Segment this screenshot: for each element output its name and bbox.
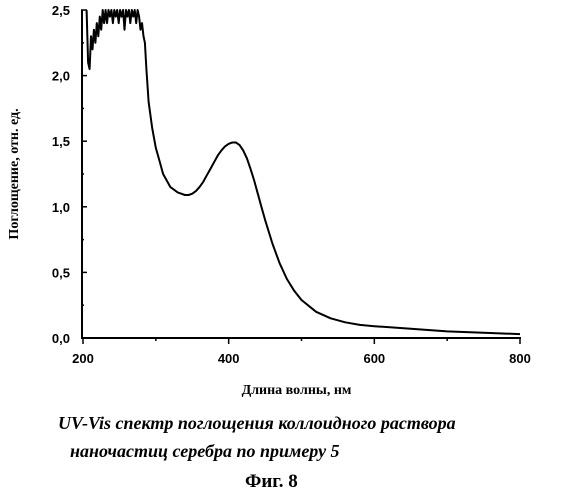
x-tick-label: 800 <box>509 351 531 366</box>
y-tick-label: 1,5 <box>52 134 70 149</box>
series-line <box>87 10 520 334</box>
y-tick-label: 0,0 <box>52 331 70 346</box>
caption-line-1: UV-Vis спектр поглощения коллоидного рас… <box>58 413 456 434</box>
y-tick-label: 2,5 <box>52 3 70 18</box>
y-axis-title: Поглощение, отн. ед. <box>7 108 22 239</box>
x-axis-line <box>81 337 521 339</box>
y-tick-label: 0,5 <box>52 265 70 280</box>
figure-label: Фиг. 8 <box>245 471 298 493</box>
y-tick-label: 1,0 <box>52 200 70 215</box>
y-axis-line <box>81 10 83 339</box>
caption-line-2: наночастиц серебра по примеру 5 <box>70 441 340 462</box>
x-tick-label: 600 <box>363 351 385 366</box>
x-tick-label: 400 <box>218 351 240 366</box>
x-axis-title: Длина волны, нм <box>242 383 352 398</box>
y-tick-label: 2,0 <box>52 69 70 84</box>
x-tick-label: 200 <box>72 351 94 366</box>
